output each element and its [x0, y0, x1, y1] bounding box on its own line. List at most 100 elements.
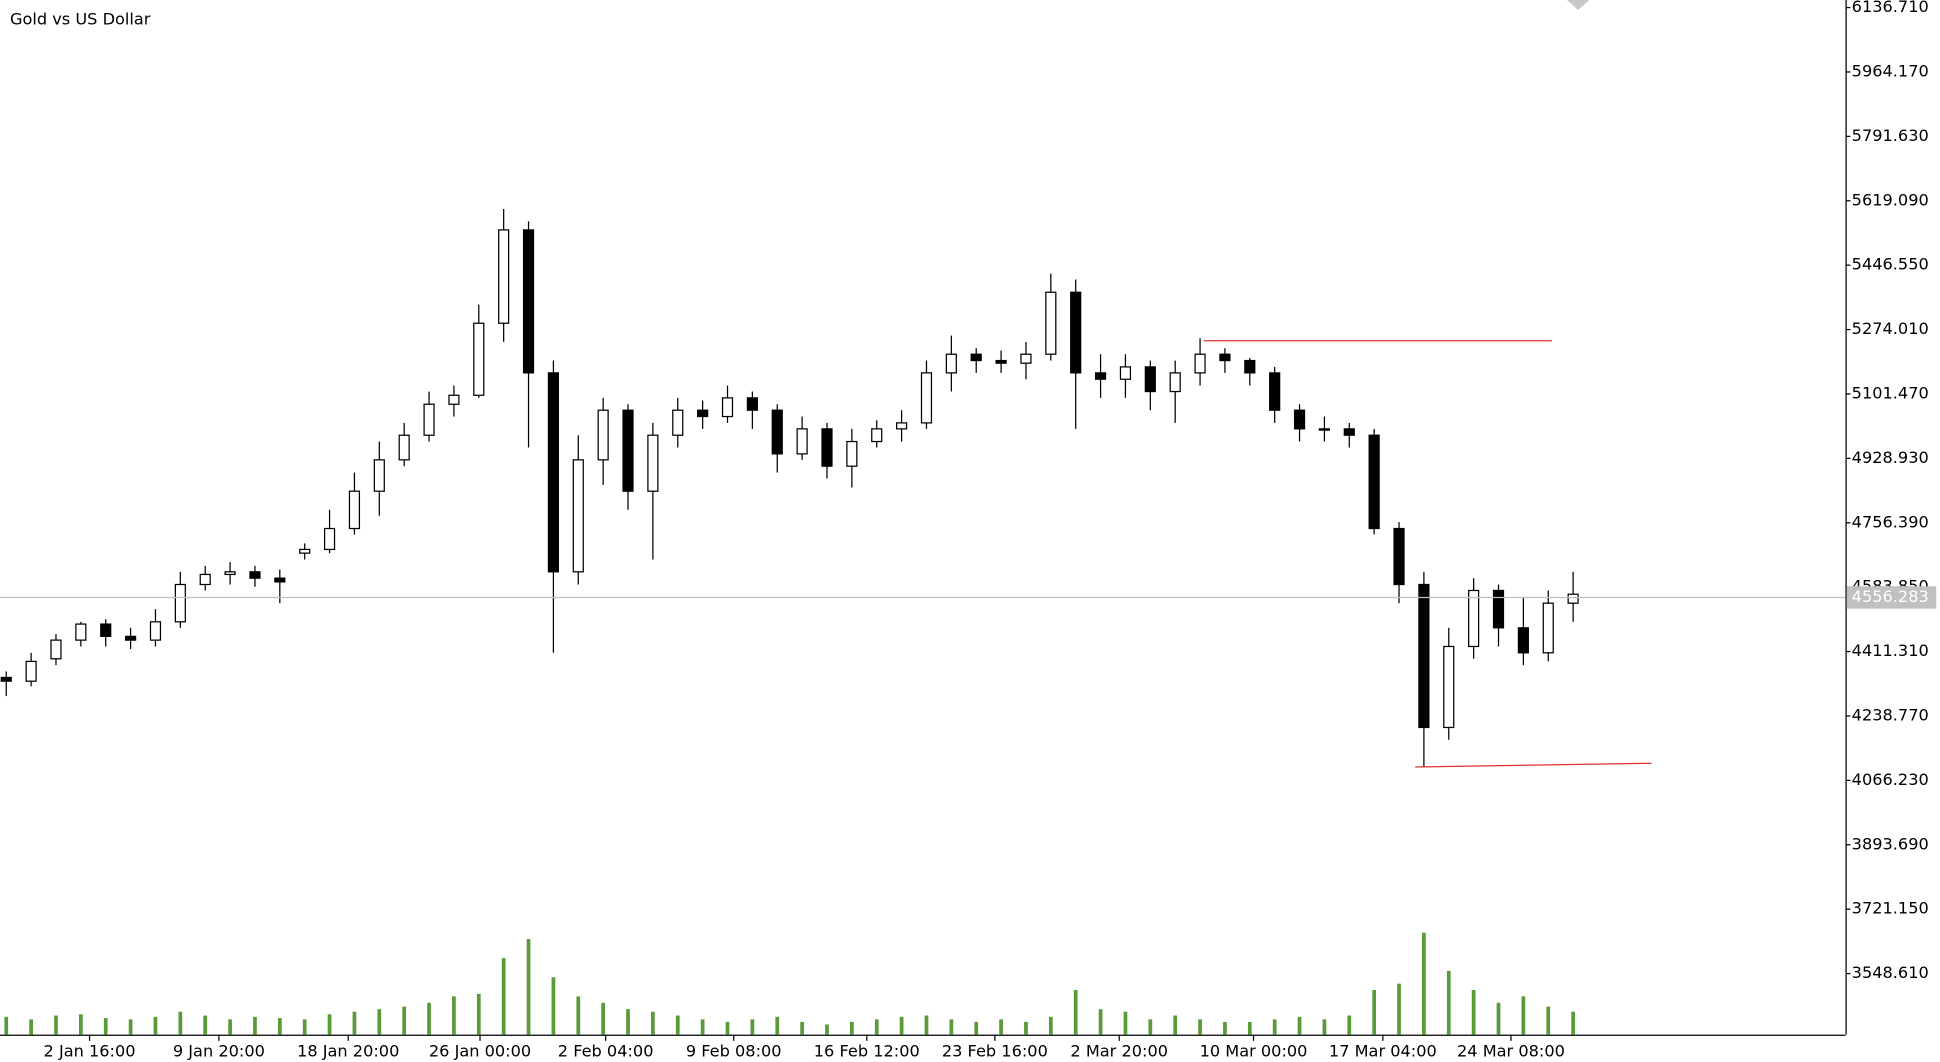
candle-body [721, 397, 734, 418]
volume-bar [1546, 1006, 1551, 1035]
candle-body [821, 428, 833, 467]
y-tick-label: 5791.630 [1852, 126, 1929, 145]
candle-body [846, 440, 858, 467]
candle-body [1293, 409, 1306, 430]
volume-bar [402, 1006, 407, 1035]
volume-bar [78, 1014, 83, 1035]
volume-bar [1521, 996, 1526, 1035]
volume-bar [1496, 1002, 1501, 1035]
volume-bar [1471, 990, 1476, 1035]
candle-body [1244, 359, 1256, 374]
candle-body [1443, 645, 1455, 729]
volume-bar [1048, 1016, 1053, 1035]
candle-body [622, 409, 634, 492]
candle-body [100, 623, 112, 638]
volume-bar [974, 1021, 979, 1035]
candle-body [274, 577, 286, 583]
volume-bar [128, 1019, 133, 1035]
candle-body [249, 571, 261, 579]
y-tick-label: 5446.550 [1852, 255, 1929, 274]
volume-bar [1173, 1015, 1178, 1035]
candle-body [498, 229, 510, 324]
candle-body [423, 403, 435, 436]
y-tick-label: 4238.770 [1852, 705, 1929, 724]
volume-bar [1297, 1016, 1302, 1035]
scroll-marker[interactable] [1566, 0, 1590, 10]
volume-bar [1148, 1019, 1153, 1035]
candle-body [348, 490, 361, 530]
volume-bar [700, 1019, 705, 1035]
volume-bar [924, 1015, 929, 1035]
volume-bar [427, 1002, 431, 1035]
volume-bar [651, 1011, 655, 1035]
volume-bar [103, 1018, 108, 1035]
volume-bar [452, 996, 456, 1035]
x-tick-label: 9 Jan 20:00 [173, 1042, 265, 1061]
x-tick-label: 2 Feb 04:00 [558, 1042, 654, 1061]
volume-bar [1372, 990, 1377, 1035]
volume-bar [501, 958, 506, 1035]
y-tick-label: 5274.010 [1852, 319, 1929, 338]
x-tick-label: 9 Feb 08:00 [686, 1042, 782, 1061]
candle-body [1468, 589, 1480, 648]
candle-body [149, 621, 162, 641]
candle-body [1418, 583, 1430, 729]
volume-bar [999, 1019, 1003, 1035]
candle-body [572, 459, 584, 573]
volume-bar [1198, 1019, 1202, 1035]
candle-body [75, 623, 87, 641]
candle-body [299, 548, 311, 554]
candle-body [1094, 372, 1107, 380]
candle-body [1393, 527, 1405, 586]
volume-bar [800, 1021, 804, 1035]
candle-body [1269, 372, 1281, 411]
volume-bar [1422, 932, 1426, 1035]
candle-body [50, 639, 62, 660]
candle-body [647, 434, 659, 492]
candle-body [224, 571, 236, 576]
x-tick-label: 2 Jan 16:00 [44, 1042, 136, 1061]
candle-body [1219, 353, 1231, 362]
x-tick-label: 18 Jan 20:00 [297, 1042, 399, 1061]
volume-bar [228, 1019, 232, 1035]
volume-bar [551, 977, 556, 1035]
volume-bar [1123, 1011, 1128, 1035]
volume-bar [949, 1019, 954, 1035]
candle-body [522, 229, 535, 374]
volume-bar [526, 939, 531, 1035]
candle-body [448, 394, 460, 405]
y-tick-label: 3893.690 [1852, 834, 1929, 853]
y-tick-label: 5101.470 [1852, 383, 1929, 402]
candle-body [1169, 372, 1181, 393]
volume-bar [1272, 1019, 1277, 1035]
candle-body [697, 409, 709, 418]
candle-body [871, 428, 883, 443]
candle-body [796, 428, 808, 455]
candle-body [1045, 291, 1057, 355]
volume-bar [377, 1009, 382, 1035]
x-tick-label: 16 Feb 12:00 [814, 1042, 920, 1061]
trend-line [1415, 762, 1652, 768]
candle-body [597, 409, 609, 461]
volume-bar [899, 1016, 904, 1035]
volume-bar [327, 1014, 332, 1035]
last-price-label: 4556.283 [1852, 587, 1929, 606]
candle-body [920, 372, 933, 424]
volume-bar [1024, 1021, 1028, 1035]
x-tick-label: 24 Mar 08:00 [1457, 1042, 1565, 1061]
candle-body [1542, 602, 1554, 654]
candle-body [945, 353, 957, 374]
candle-body [473, 322, 485, 396]
volume-bar [253, 1016, 257, 1035]
x-tick-label: 17 Mar 04:00 [1329, 1042, 1437, 1061]
x-tick-label: 10 Mar 00:00 [1200, 1042, 1308, 1061]
volume-bar [1571, 1011, 1575, 1035]
y-tick-label: 4411.310 [1852, 641, 1929, 660]
candle-body [1119, 366, 1132, 380]
candle-body [995, 359, 1007, 364]
candle-body [547, 372, 560, 573]
last-price-box [1846, 586, 1937, 609]
volume-bar [178, 1011, 183, 1035]
candle-body [1492, 589, 1505, 629]
